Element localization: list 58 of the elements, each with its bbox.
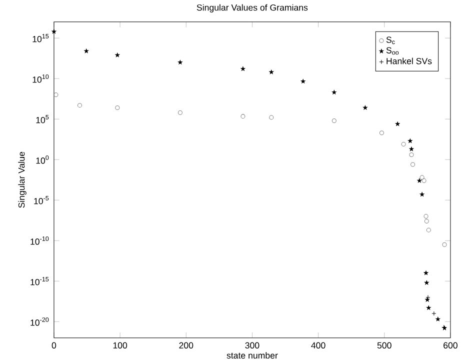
point <box>424 214 428 218</box>
point <box>240 114 246 118</box>
x-tick-label: 600 <box>444 342 458 348</box>
point <box>363 105 368 110</box>
point <box>240 66 246 71</box>
point <box>395 122 400 126</box>
point <box>401 142 406 146</box>
legend-label: S$_{c}$ <box>386 36 395 44</box>
y-tick-label: 10$^{-10}$ <box>30 236 49 245</box>
x-axis-title: state number <box>226 352 278 358</box>
point <box>424 218 429 224</box>
point <box>424 270 428 275</box>
point <box>178 110 182 115</box>
point <box>420 192 424 196</box>
point <box>432 311 436 316</box>
point <box>409 152 414 157</box>
y-tick-label: 10$^{0}$ <box>36 155 49 164</box>
point <box>417 178 422 182</box>
x-tick-label: 0 <box>52 342 56 348</box>
point <box>426 294 430 300</box>
x-tick-label: 300 <box>245 342 260 348</box>
point <box>54 92 58 97</box>
y-axis-title: Singular Value <box>18 152 26 208</box>
point <box>84 48 89 53</box>
point <box>77 102 82 108</box>
point <box>379 130 384 136</box>
point <box>52 29 56 34</box>
point <box>300 79 306 84</box>
point <box>426 305 431 310</box>
legend-label: Hankel SVs <box>386 58 432 64</box>
point <box>422 178 426 183</box>
x-tick-label: 500 <box>377 342 392 348</box>
y-tick-label: 10$^{-15}$ <box>30 276 49 286</box>
x-tick-label: 200 <box>179 342 194 348</box>
point <box>436 316 440 321</box>
point <box>178 60 182 64</box>
point <box>442 242 447 247</box>
point <box>426 228 431 232</box>
y-tick-label: 10$^{15}$ <box>32 34 49 42</box>
y-tick-label: 10$^{-20}$ <box>30 317 49 326</box>
point <box>410 162 416 167</box>
point <box>420 175 424 180</box>
point <box>269 70 274 74</box>
point <box>269 115 274 120</box>
y-tick-label: 10$^{-5}$ <box>34 196 49 204</box>
y-tick-label: 10$^{10}$ <box>32 74 49 83</box>
point <box>115 52 120 57</box>
chart-title: Singular Values of Gramians <box>196 4 308 12</box>
point <box>408 138 412 143</box>
x-tick-label: 100 <box>113 342 128 348</box>
point <box>409 146 414 151</box>
y-tick-label: 10$^{5}$ <box>36 114 49 124</box>
legend-label: S$_{oo}$ <box>386 47 399 55</box>
x-tick-label: 400 <box>311 342 326 348</box>
point <box>424 280 429 284</box>
point <box>115 105 120 110</box>
point <box>332 90 336 94</box>
point <box>332 118 336 123</box>
